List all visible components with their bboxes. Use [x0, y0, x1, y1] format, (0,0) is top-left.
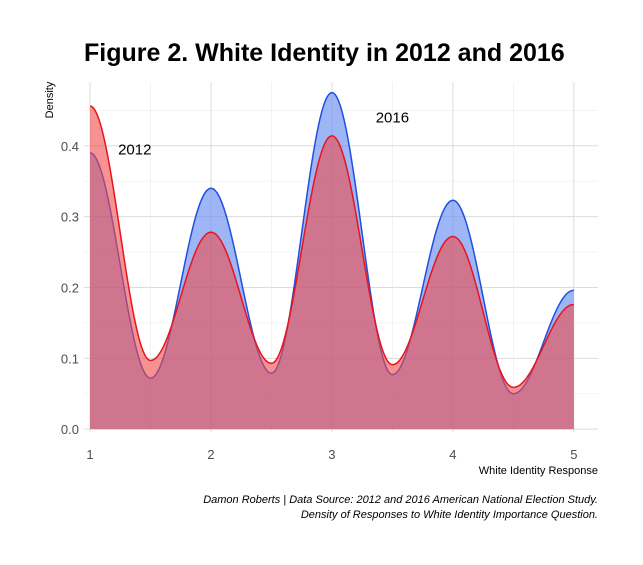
density-area-2012 — [90, 106, 574, 430]
y-tick-label: 0.1 — [61, 351, 79, 366]
y-tick-label: 0.3 — [61, 210, 79, 225]
y-tick-label: 0.4 — [61, 139, 79, 154]
density-line-2012 — [89, 105, 574, 389]
chart-title: Figure 2. White Identity in 2012 and 201… — [84, 39, 565, 67]
y-axis-ticks: 0.0 0.1 0.2 0.3 0.4 — [61, 139, 79, 437]
caption-line-1: Damon Roberts | Data Source: 2012 and 20… — [203, 494, 598, 506]
y-axis-title: Density — [44, 81, 56, 118]
y-tick-label: 0.0 — [61, 422, 79, 437]
y-tick-label: 0.2 — [61, 280, 79, 295]
x-axis-title: White Identity Response — [479, 465, 598, 477]
x-tick-label: 5 — [570, 447, 577, 462]
series-label-2012: 2012 — [118, 141, 151, 158]
x-axis-ticks: 1 2 3 4 5 — [86, 447, 577, 462]
density-areas — [89, 91, 574, 430]
x-tick-label: 2 — [207, 447, 214, 462]
series-label-2016: 2016 — [376, 109, 409, 126]
series-annotations: 2012 2016 — [118, 109, 409, 158]
caption-line-2: Density of Responses to White Identity I… — [301, 509, 598, 521]
x-tick-label: 3 — [328, 447, 335, 462]
x-tick-label: 4 — [449, 447, 456, 462]
x-tick-label: 1 — [86, 447, 93, 462]
